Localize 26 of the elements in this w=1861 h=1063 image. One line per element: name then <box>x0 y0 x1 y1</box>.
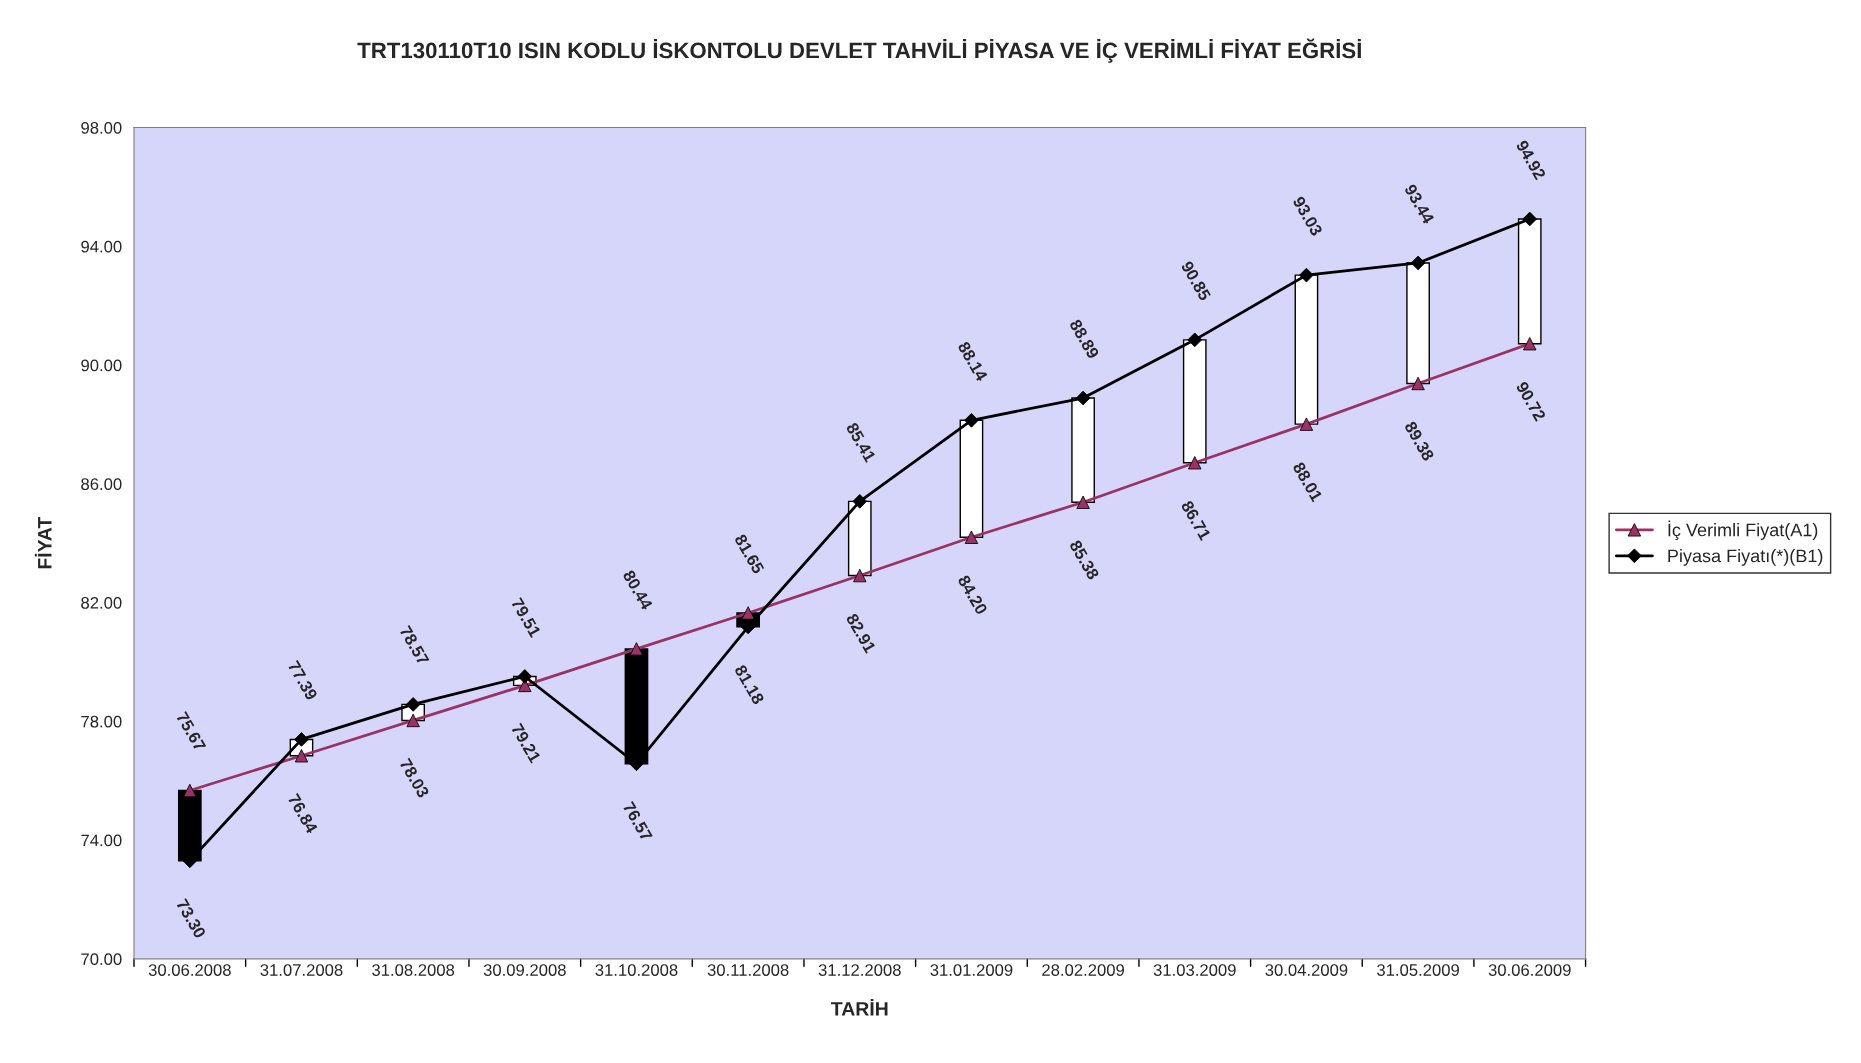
y-axis-title: FİYAT <box>34 516 52 569</box>
x-tick-label: 31.08.2008 <box>372 964 455 976</box>
y-tick-label: 70.00 <box>81 953 122 966</box>
x-tick-label: 30.06.2008 <box>148 964 231 976</box>
x-tick-label: 28.02.2009 <box>1042 964 1125 976</box>
y-tick-label: 98.00 <box>81 121 122 134</box>
x-tick-label: 31.01.2009 <box>930 964 1013 976</box>
legend-label: İç Verimli Fiyat(A1) <box>1668 520 1818 540</box>
legend-label: Piyasa Fiyatı(*)(B1) <box>1668 549 1823 566</box>
y-tick-label: 74.00 <box>81 834 122 847</box>
x-tick-label: 31.07.2008 <box>260 964 343 976</box>
x-axis-title: TARİH <box>831 998 888 1016</box>
x-tick-label: 31.05.2009 <box>1377 964 1459 976</box>
x-tick-label: 30.11.2008 <box>707 964 789 976</box>
x-tick-label: 30.06.2009 <box>1488 964 1571 976</box>
x-tick-label: 31.12.2008 <box>818 964 901 976</box>
x-tick-label: 30.09.2008 <box>483 964 566 976</box>
x-tick-label: 30.04.2009 <box>1265 964 1348 976</box>
chart-title: TRT130110T10 ISIN KODLU İSKONTOLU DEVLET TAHVİLİ PİYASA VE İÇ VERİMLİ FİYAT EĞRİSİ <box>357 38 1361 63</box>
x-tick-label: 31.03.2009 <box>1153 964 1236 976</box>
y-tick-label: 82.00 <box>81 596 122 609</box>
y-tick-label: 94.00 <box>81 240 122 253</box>
y-tick-label: 86.00 <box>81 478 122 491</box>
y-tick-label: 90.00 <box>81 359 122 372</box>
x-tick-label: 31.10.2008 <box>595 964 678 976</box>
y-tick-label: 78.00 <box>81 715 122 728</box>
